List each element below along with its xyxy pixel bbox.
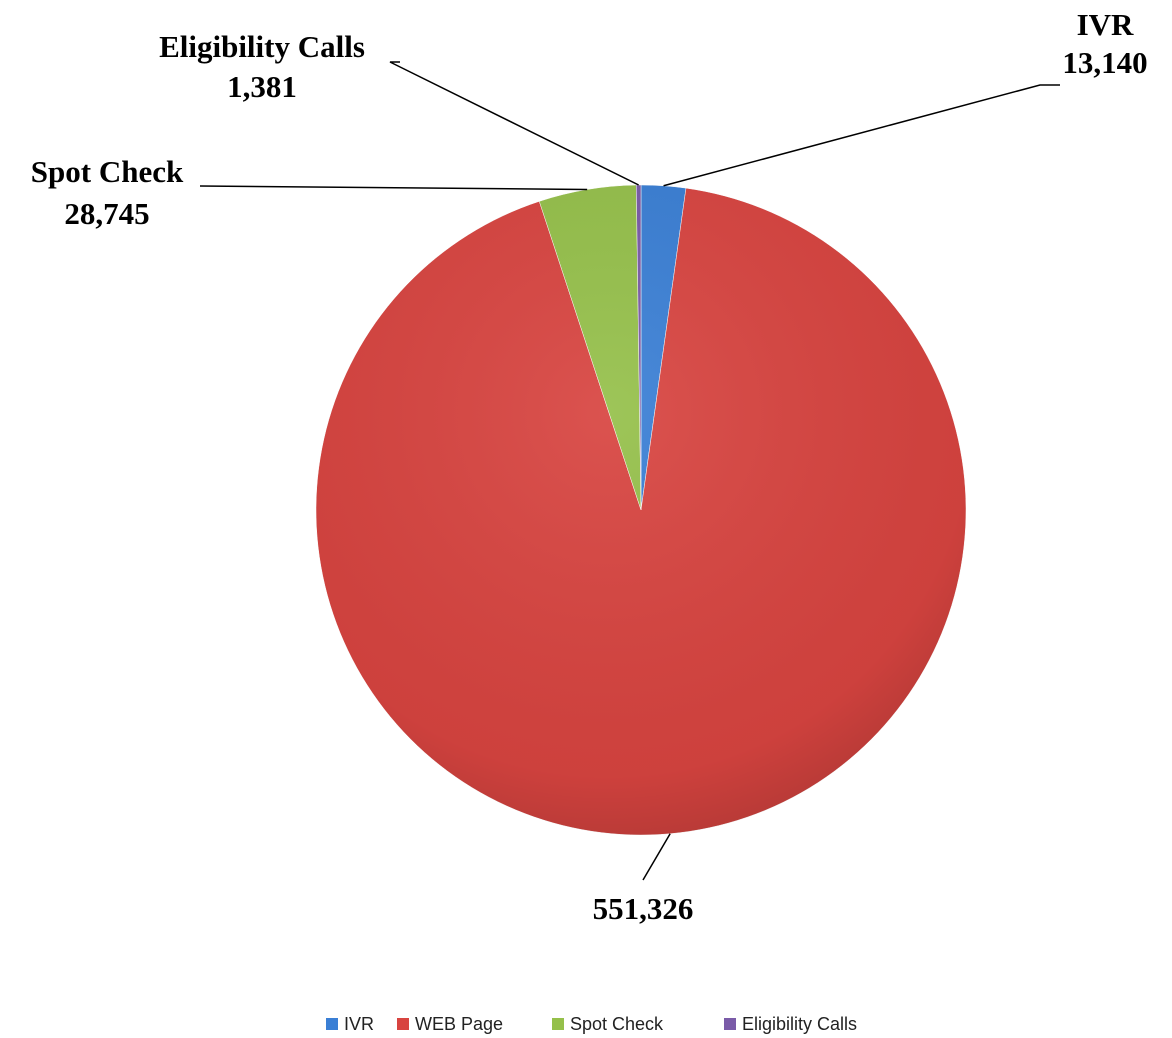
legend-label: Eligibility Calls [742,1014,857,1034]
legend-swatch [326,1018,338,1030]
slice-label: Spot Check [31,154,184,189]
leader-line [642,833,671,881]
leader-line [663,84,1060,187]
value-label: 13,140 [1062,45,1147,80]
legend-swatch [552,1018,564,1030]
value-label: 28,745 [64,196,149,231]
slice-label: Eligibility Calls [159,29,365,64]
slice-label: IVR [1077,7,1134,42]
legend-swatch [724,1018,736,1030]
legend-label: WEB Page [415,1014,503,1034]
leader-line [199,185,588,191]
legend-label: IVR [344,1014,374,1034]
value-label: 551,326 [593,891,694,926]
legend-swatch [397,1018,409,1030]
legend-label: Spot Check [570,1014,664,1034]
value-label: 1,381 [227,69,297,104]
leader-line [389,61,639,186]
